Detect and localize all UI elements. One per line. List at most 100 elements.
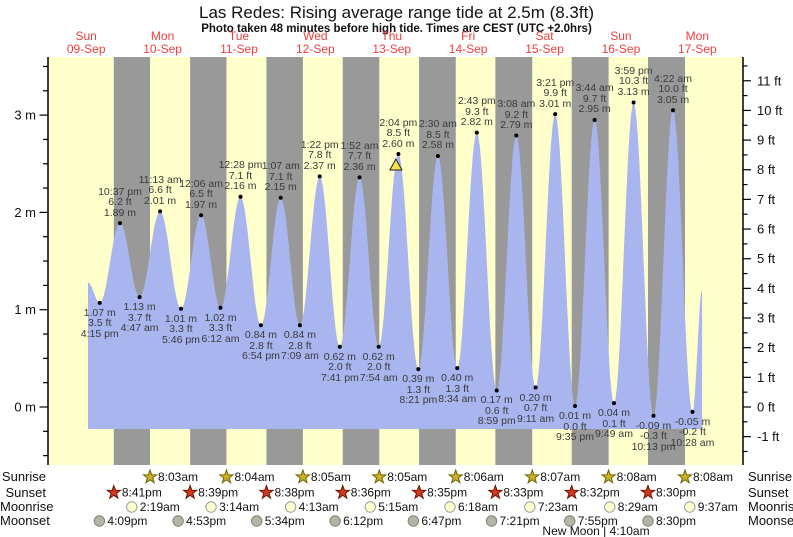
sunset-icon [334,483,351,500]
tide-annotation-low: 0.17 m 0.6 ft 8:59 pm [477,394,516,428]
tide-annotation-high: 4:22 am 10.0 ft 3.05 m [654,72,693,106]
ft-axis-tick-label: -1 ft [757,429,780,444]
moonrise-icon [684,501,696,513]
ft-axis-tick-label: 4 ft [757,281,775,296]
moonset-time: 6:47pm [421,514,461,528]
tide-extreme-dot [651,413,656,418]
sunset-time: 8:32pm [580,486,620,500]
tide-annotation-low: 1.13 m 3.7 ft 4:47 am [120,301,159,335]
tide-annotation-high: 3:08 am 9.2 ft 2.79 m [497,98,536,132]
tide-extreme-dot [396,152,401,156]
moonset-time: 4:53pm [186,514,226,528]
moonset-time: 7:55pm [578,514,618,528]
sunset-time: 8:30pm [656,486,696,500]
tide-annotation-low: 0.84 m 2.8 ft 6:54 pm [241,329,280,363]
ft-axis-tick-label: 7 ft [757,192,775,207]
tide-extreme-dot [435,154,440,158]
sunrise-icon [294,468,312,484]
sunset-time: 8:41pm [122,486,162,500]
tide-annotation-low: 1.02 m 3.3 ft 6:12 am [201,311,240,345]
tide-annotation-low: -0.05 m -0.2 ft 10:28 am [670,415,715,449]
tide-annotation-low: -0.09 m -0.3 ft 10:13 pm [631,419,676,453]
moonset-icon [407,515,420,527]
tide-annotation-high: 3:21 pm 9.9 ft 3.01 m [536,76,575,110]
ft-axis-tick-label: 1 ft [757,370,775,385]
tide-extreme-dot [278,195,283,200]
moonset-icon [329,515,341,527]
day-label: Mon 10-Sep [143,29,182,56]
tide-extreme-dot [357,175,362,180]
ft-axis-tick-label: 5 ft [757,251,775,266]
sunset-row-label-left: Sunset [5,484,46,500]
moonrise-icon [126,501,138,513]
moonset-row-label-right: Moonset [748,513,793,528]
moonset-time: 7:21pm [500,514,540,528]
sunset-icon [182,483,199,500]
chart-title: Las Redes: Rising average range tide at … [199,3,594,22]
tide-extreme-dot [238,194,243,199]
ft-axis-tick-label: 9 ft [757,133,775,148]
moonset-icon [642,515,654,527]
tide-annotation-high: 3:59 pm 10.3 ft 3.13 m [614,64,653,98]
sunset-time: 8:33pm [503,486,543,500]
sunrise-time: 8:08am [617,470,657,484]
new-moon-label: New Moon | 4:10am [542,524,650,537]
day-label: Thu 13-Sep [372,29,412,56]
sunset-icon [410,483,428,500]
tide-annotation-high: 3:44 am 9.7 ft 2.95 m [575,82,614,116]
tide-annotation-low: 0.84 m 2.8 ft 7:09 am [280,329,319,363]
tide-annotation-low: 1.01 m 3.3 ft 5:46 pm [161,312,200,346]
sunset-row-label-right: Sunset [748,484,789,500]
ft-axis-tick-label: 8 ft [757,162,775,177]
moonset-icon [251,515,263,527]
tide-extreme-dot [612,401,616,406]
moonset-icon [564,515,576,527]
sunrise-icon [371,468,388,484]
sunrise-time: 8:05am [311,470,351,484]
day-label: Fri 14-Sep [448,29,488,56]
m-axis-tick-label: 3 m [14,108,36,123]
sunset-time: 8:38pm [274,486,314,500]
sunrise-time: 8:03am [158,470,198,484]
day-label: Tue 11-Sep [220,29,258,56]
tide-extreme-dot [218,305,223,310]
tide-extreme-dot [337,344,342,349]
ft-axis-tick-label: 6 ft [757,222,775,237]
sunrise-time: 8:08am [693,470,733,484]
moonset-time: 8:30pm [656,514,696,528]
tide-extreme-dot [258,323,263,328]
ft-axis-tick-label: 0 ft [757,400,775,415]
moonrise-row-label-right: Moonrise [748,499,793,514]
tide-annotation-low: 0.62 m 2.0 ft 7:54 am [359,350,398,384]
tide-extreme-dot [514,133,519,138]
moonrise-icon [604,501,616,513]
tide-extreme-dot [297,323,302,328]
moonset-time: 4:09pm [107,514,147,528]
sunrise-row-label-right: Sunrise [748,469,793,484]
sunrise-icon [218,468,235,484]
tide-extreme-dot [158,209,163,214]
moonset-icon [485,515,498,527]
tide-extreme-dot [179,306,183,311]
moonrise-time: 7:23am [538,500,578,514]
tide-annotation-low: 0.04 m 0.1 ft 9:49 am [595,407,633,441]
moonrise-time: 9:37am [698,500,738,514]
tide-annotation-high: 12:06 am 6.5 ft 1.97 m [179,177,223,211]
day-label: Mon 17-Sep [677,29,717,56]
tide-annotation-high: 10:37 pm 6.2 ft 1.89 m [98,185,142,219]
tide-extreme-dot [474,130,479,135]
ft-axis-tick-label: 2 ft [757,340,775,355]
m-axis-tick-label: 1 m [14,302,36,317]
sunrise-icon [600,468,617,484]
tide-annotation-high: 2:30 am 8.5 ft 2.58 m [418,118,457,152]
sunset-icon [487,483,504,500]
tide-extreme-dot [376,344,381,349]
tide-extreme-dot [553,112,558,117]
tide-annotation-high: 1:52 am 7.7 ft 2.36 m [340,139,379,173]
sunrise-time: 8:06am [464,470,504,484]
sunrise-icon [676,468,694,484]
chart-subtitle: Photo taken 48 minutes before high tide.… [201,23,592,35]
tide-extreme-dot [671,108,675,113]
